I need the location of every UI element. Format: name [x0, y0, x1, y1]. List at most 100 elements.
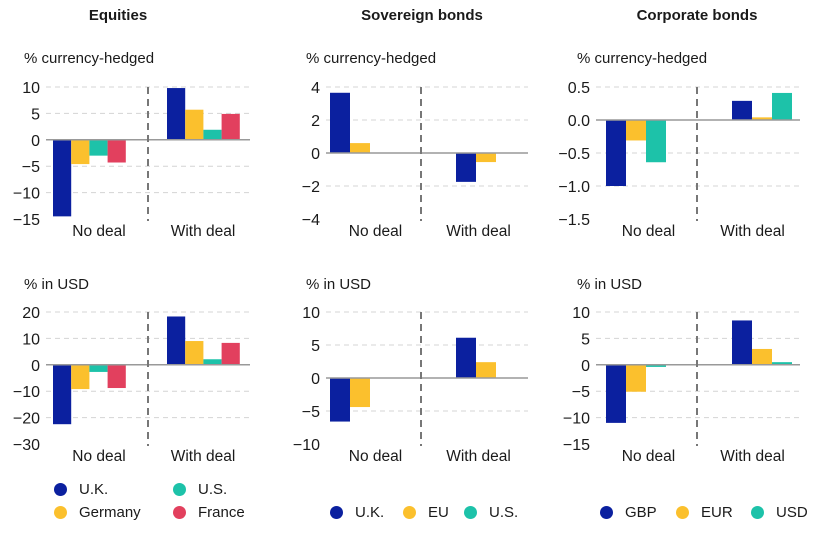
y-tick-label: −10	[563, 411, 590, 428]
bar-us-no-deal	[89, 364, 108, 372]
x-category-label: With deal	[171, 223, 236, 240]
y-tick-label: 0	[311, 146, 320, 163]
bar-usd-no-deal	[646, 120, 666, 163]
y-tick-label: 0	[311, 371, 320, 388]
legend-item: GBP	[600, 504, 657, 521]
y-tick-label: 5	[31, 106, 40, 123]
bar-uk-no-deal	[53, 364, 72, 425]
x-category-label: With deal	[720, 223, 785, 240]
bar-eur-with-deal	[752, 348, 772, 365]
x-category-label: No deal	[72, 223, 125, 240]
y-tick-label: −20	[13, 411, 40, 428]
y-tick-label: −15	[13, 212, 40, 229]
legend-swatch-icon	[54, 483, 67, 496]
y-tick-label: −10	[293, 437, 320, 454]
y-tick-label: −5	[22, 159, 40, 176]
bar-uk-with-deal	[167, 88, 186, 140]
legend-item: U.K.	[54, 481, 108, 498]
chart-subtitle: % currency-hedged	[577, 50, 708, 67]
bar-usd-with-deal	[772, 92, 792, 120]
bar-france-with-deal	[221, 113, 240, 140]
legend-label: USD	[776, 504, 808, 521]
bar-eur-no-deal	[626, 364, 646, 392]
chart-subtitle: % currency-hedged	[24, 50, 155, 67]
bar-france-no-deal	[107, 364, 126, 389]
y-tick-label: 20	[22, 305, 40, 322]
y-tick-label: 0.5	[568, 80, 590, 97]
x-category-label: With deal	[446, 223, 511, 240]
x-category-label: No deal	[72, 448, 125, 465]
legend-label: U.K.	[79, 481, 109, 498]
legend-label: Germany	[79, 504, 141, 521]
bar-us-with-deal	[203, 359, 222, 365]
bar-eur-with-deal	[752, 117, 772, 120]
x-category-label: With deal	[171, 448, 236, 465]
y-tick-label: −4	[302, 212, 320, 229]
bar-france-no-deal	[107, 139, 126, 163]
bar-us-no-deal	[89, 139, 108, 156]
bar-gbp-no-deal	[606, 120, 626, 186]
bar-germany-with-deal	[185, 341, 204, 365]
legend-label: EUR	[701, 504, 733, 521]
panel-title-equities: Equities	[88, 7, 148, 24]
panel-title-corporate-bonds: Corporate bonds	[636, 7, 758, 24]
legend-swatch-icon	[173, 506, 186, 519]
bar-eu-no-deal	[350, 143, 370, 153]
y-tick-label: 5	[581, 331, 590, 348]
legend-swatch-icon	[600, 506, 613, 519]
y-tick-label: 10	[22, 331, 40, 348]
legend-swatch-icon	[751, 506, 764, 519]
legend-label: U.S.	[489, 504, 519, 521]
legend-label: U.K.	[355, 504, 385, 521]
legend-swatch-icon	[676, 506, 689, 519]
y-tick-label: −10	[13, 186, 40, 203]
y-tick-label: −15	[563, 437, 590, 454]
y-tick-label: 0	[31, 133, 40, 150]
chart-subtitle: % in USD	[24, 276, 90, 293]
legend-item: EUR	[676, 504, 733, 521]
y-tick-label: 10	[572, 305, 590, 322]
bar-gbp-with-deal	[732, 320, 752, 365]
x-category-label: No deal	[622, 223, 675, 240]
bar-eur-no-deal	[626, 120, 646, 141]
bar-uk-with-deal	[167, 316, 186, 365]
legend-item: U.K.	[330, 504, 384, 521]
legend-swatch-icon	[54, 506, 67, 519]
y-tick-label: 0	[581, 358, 590, 375]
legend-item: France	[173, 504, 245, 521]
y-tick-label: −5	[302, 404, 320, 421]
bar-uk-no-deal	[330, 92, 350, 153]
chart-subtitle: % in USD	[577, 276, 643, 293]
chart-subtitle: % in USD	[306, 276, 372, 293]
legend-label: EU	[428, 504, 449, 521]
y-tick-label: −30	[13, 437, 40, 454]
bar-usd-with-deal	[772, 362, 792, 365]
bar-eu-no-deal	[350, 378, 370, 408]
legend-item: U.S.	[173, 481, 227, 498]
bar-us-with-deal	[203, 129, 222, 140]
bar-france-with-deal	[221, 342, 240, 365]
bar-usd-no-deal	[646, 364, 666, 367]
y-tick-label: 0	[31, 358, 40, 375]
legend-swatch-icon	[330, 506, 343, 519]
y-tick-label: −0.5	[558, 146, 590, 163]
x-category-label: No deal	[622, 448, 675, 465]
bar-uk-no-deal	[330, 378, 350, 422]
bar-germany-no-deal	[71, 364, 90, 390]
bar-eu-with-deal	[476, 362, 496, 378]
y-tick-label: −5	[572, 384, 590, 401]
legend-label: U.S.	[198, 481, 228, 498]
bar-uk-no-deal	[53, 139, 72, 217]
legend-label: GBP	[625, 504, 657, 521]
legend-label: France	[198, 504, 245, 521]
y-tick-label: 0.0	[568, 113, 590, 130]
legend-item: USD	[751, 504, 808, 521]
y-tick-label: 2	[311, 113, 320, 130]
bar-uk-with-deal	[456, 337, 476, 378]
y-tick-label: 4	[311, 80, 320, 97]
y-tick-label: −2	[302, 179, 320, 196]
legend-swatch-icon	[464, 506, 477, 519]
y-tick-label: −10	[13, 384, 40, 401]
y-tick-label: −1.0	[558, 179, 590, 196]
